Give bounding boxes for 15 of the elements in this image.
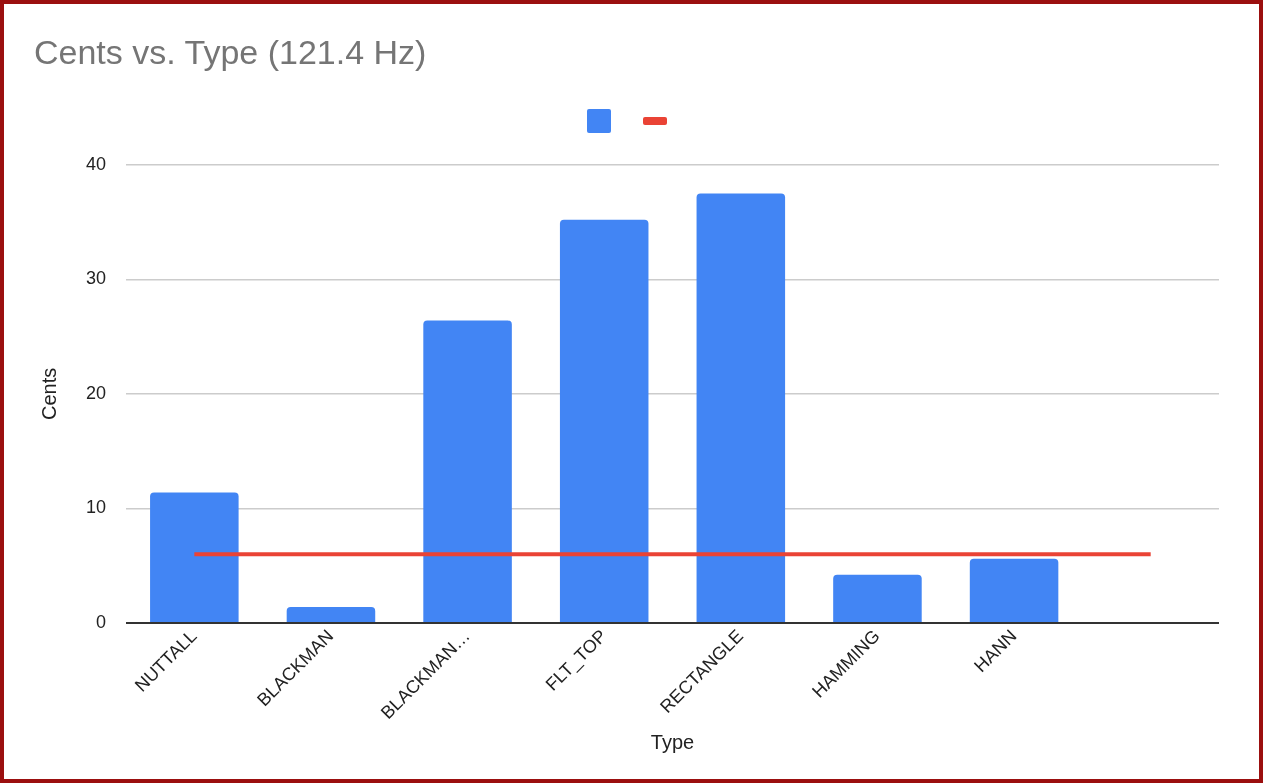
bar (833, 574, 922, 622)
y-axis-title: Cents (37, 367, 60, 421)
y-tick-label: 30 (85, 268, 107, 289)
x-axis-title: Type (650, 730, 695, 753)
bar (969, 558, 1059, 622)
y-tick-label: 20 (85, 382, 107, 403)
bar (150, 492, 239, 622)
y-tick-label: 10 (85, 497, 107, 518)
bar (286, 606, 376, 622)
bar (696, 193, 786, 622)
chart-title: Cents vs. Type (121.4 Hz) (34, 32, 427, 71)
bar (423, 320, 512, 622)
y-tick-label: 0 (96, 611, 107, 632)
y-tick-label: 40 (85, 153, 107, 174)
bar (559, 219, 649, 622)
